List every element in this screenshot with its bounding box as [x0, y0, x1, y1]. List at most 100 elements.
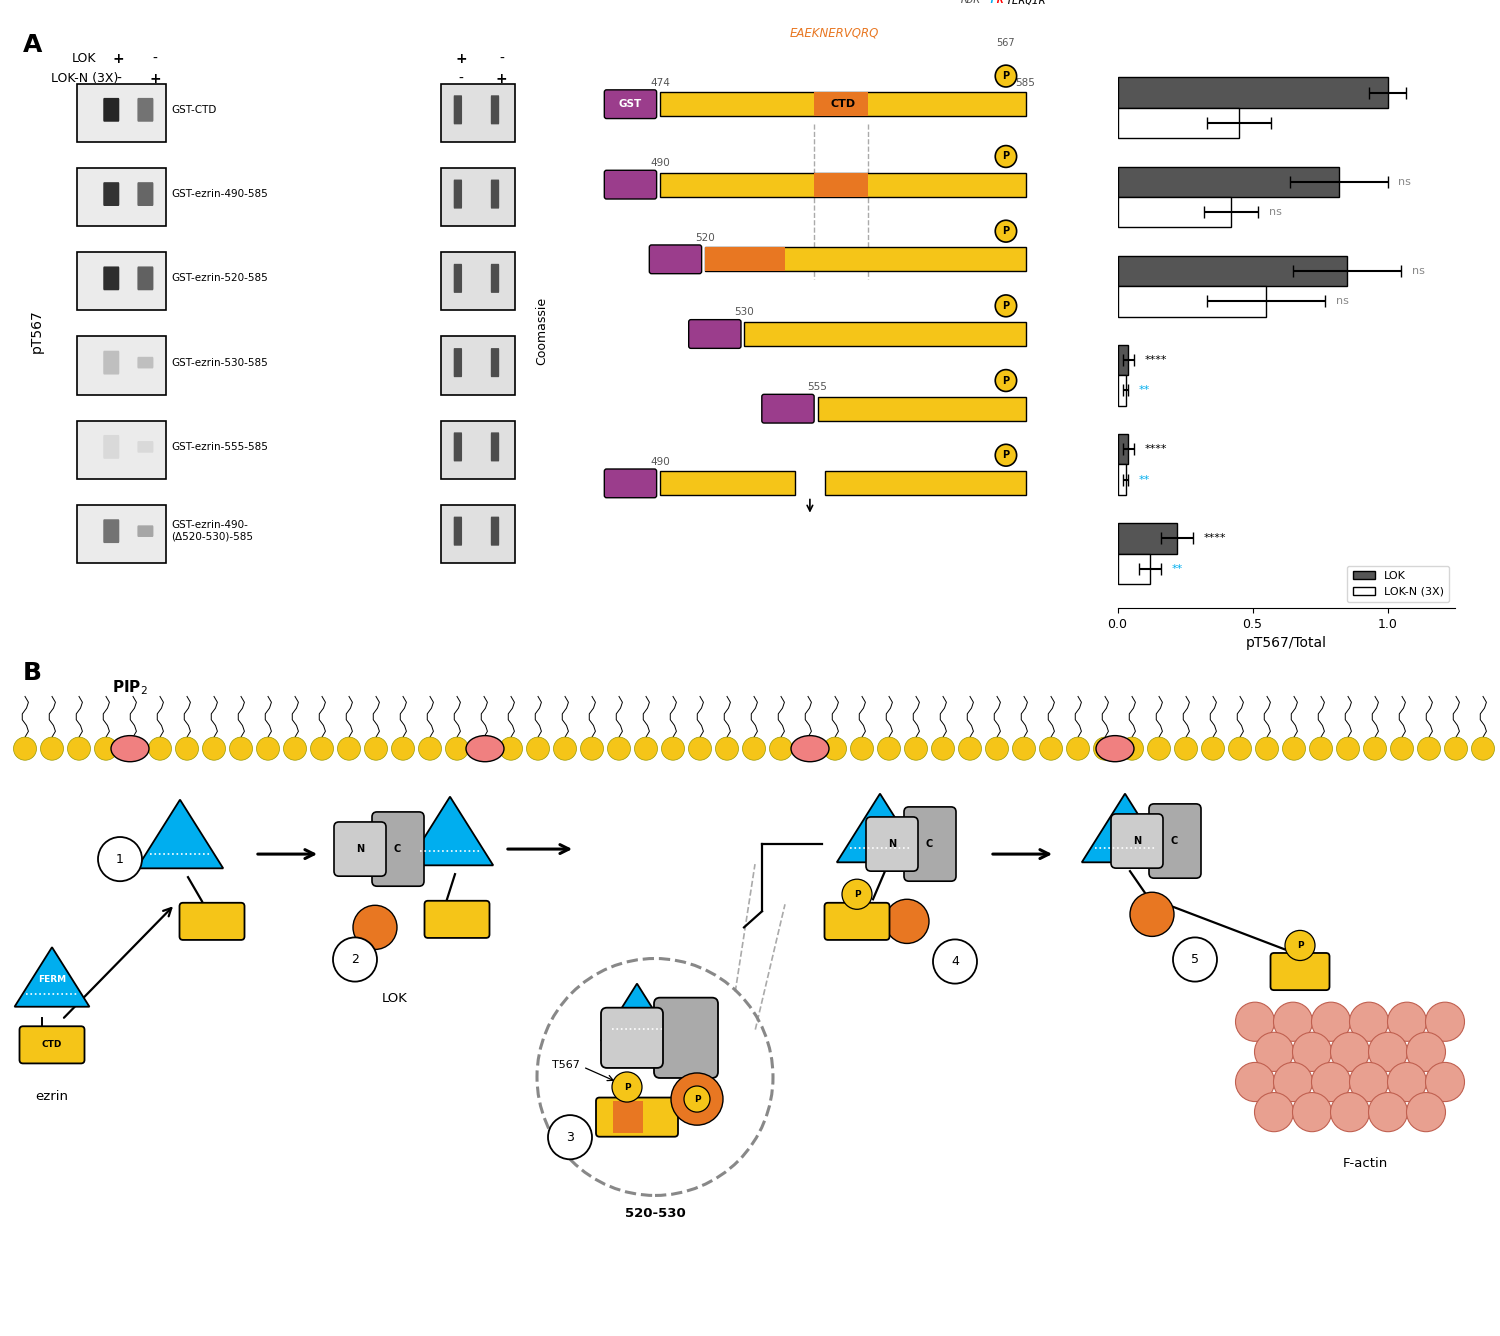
Circle shape — [40, 737, 63, 760]
FancyBboxPatch shape — [813, 92, 868, 116]
FancyBboxPatch shape — [660, 472, 795, 496]
Circle shape — [688, 737, 711, 760]
Circle shape — [684, 1086, 709, 1112]
FancyBboxPatch shape — [138, 98, 153, 122]
Polygon shape — [406, 796, 494, 866]
Circle shape — [1350, 1002, 1389, 1041]
Circle shape — [310, 737, 333, 760]
Text: +: + — [496, 72, 507, 86]
Circle shape — [1310, 737, 1332, 760]
FancyBboxPatch shape — [441, 337, 516, 394]
Bar — [1118, 196, 1232, 227]
Circle shape — [608, 737, 630, 760]
Circle shape — [996, 146, 1017, 167]
Text: A: A — [22, 33, 42, 57]
Text: LOK: LOK — [72, 52, 96, 64]
Text: GST-ezrin-530-585: GST-ezrin-530-585 — [171, 358, 267, 367]
Circle shape — [1236, 1062, 1275, 1102]
FancyBboxPatch shape — [453, 179, 462, 208]
Bar — [1118, 465, 1125, 494]
Circle shape — [1311, 1002, 1350, 1041]
Text: N: N — [888, 839, 896, 850]
Text: GST-ezrin-520-585: GST-ezrin-520-585 — [171, 274, 267, 283]
Text: Coomassie: Coomassie — [536, 297, 549, 365]
Polygon shape — [15, 947, 90, 1007]
FancyBboxPatch shape — [138, 441, 153, 453]
Circle shape — [612, 1071, 642, 1102]
Circle shape — [13, 737, 36, 760]
Circle shape — [122, 737, 144, 760]
FancyBboxPatch shape — [490, 349, 500, 377]
FancyBboxPatch shape — [441, 168, 516, 226]
Text: B: B — [22, 661, 42, 685]
Ellipse shape — [111, 736, 148, 762]
Text: 520: 520 — [694, 232, 715, 243]
Circle shape — [284, 737, 306, 760]
FancyBboxPatch shape — [596, 1098, 678, 1137]
FancyBboxPatch shape — [614, 1101, 644, 1133]
Circle shape — [742, 737, 765, 760]
Ellipse shape — [1096, 736, 1134, 762]
FancyBboxPatch shape — [1270, 953, 1329, 990]
Text: **: ** — [1172, 564, 1182, 573]
Text: +: + — [112, 52, 125, 65]
Text: 567: 567 — [996, 39, 1016, 48]
Circle shape — [1293, 1093, 1332, 1132]
Circle shape — [1444, 737, 1467, 760]
Text: GST: GST — [620, 99, 642, 110]
Bar — [1118, 553, 1150, 584]
Circle shape — [1390, 737, 1413, 760]
FancyBboxPatch shape — [76, 84, 165, 142]
Polygon shape — [837, 794, 922, 862]
FancyBboxPatch shape — [104, 520, 120, 542]
Circle shape — [472, 737, 495, 760]
FancyBboxPatch shape — [825, 903, 890, 941]
Circle shape — [148, 737, 171, 760]
Text: N: N — [1132, 836, 1142, 846]
Circle shape — [333, 938, 376, 982]
Circle shape — [1274, 1062, 1312, 1102]
Circle shape — [1425, 1062, 1464, 1102]
FancyBboxPatch shape — [453, 433, 462, 461]
Circle shape — [662, 737, 684, 760]
FancyBboxPatch shape — [490, 179, 500, 208]
Circle shape — [548, 1116, 592, 1160]
FancyBboxPatch shape — [490, 95, 500, 124]
Circle shape — [1173, 938, 1216, 982]
Circle shape — [392, 737, 414, 760]
FancyBboxPatch shape — [180, 903, 244, 941]
Text: P: P — [1002, 71, 1010, 81]
Text: GST-ezrin-490-
(Δ520-530)-585: GST-ezrin-490- (Δ520-530)-585 — [171, 520, 254, 542]
Text: K: K — [996, 0, 1004, 5]
Circle shape — [1388, 1002, 1426, 1041]
Ellipse shape — [466, 736, 504, 762]
Text: C: C — [393, 844, 400, 854]
X-axis label: pT567/Total: pT567/Total — [1245, 636, 1326, 651]
Circle shape — [1120, 737, 1143, 760]
Text: 555: 555 — [807, 382, 828, 391]
Circle shape — [933, 939, 976, 983]
Circle shape — [1388, 1062, 1426, 1102]
FancyBboxPatch shape — [138, 266, 153, 290]
Text: LOK: LOK — [382, 991, 408, 1005]
Text: 585: 585 — [1016, 77, 1035, 88]
Circle shape — [419, 737, 441, 760]
FancyBboxPatch shape — [654, 998, 718, 1078]
Text: F-actin: F-actin — [1342, 1157, 1388, 1170]
FancyBboxPatch shape — [705, 247, 1026, 271]
Circle shape — [824, 737, 846, 760]
Circle shape — [796, 737, 819, 760]
FancyBboxPatch shape — [453, 349, 462, 377]
Circle shape — [716, 737, 738, 760]
Text: GST-CTD: GST-CTD — [171, 104, 216, 115]
Circle shape — [1368, 1093, 1407, 1132]
Text: P: P — [1002, 226, 1010, 236]
Circle shape — [1425, 1002, 1464, 1041]
Circle shape — [446, 737, 468, 760]
Text: FERM: FERM — [38, 975, 66, 985]
Text: -: - — [116, 72, 122, 86]
Circle shape — [996, 65, 1017, 87]
Circle shape — [1228, 737, 1251, 760]
FancyBboxPatch shape — [1112, 814, 1162, 868]
Text: LOK-N (3X): LOK-N (3X) — [51, 72, 118, 86]
